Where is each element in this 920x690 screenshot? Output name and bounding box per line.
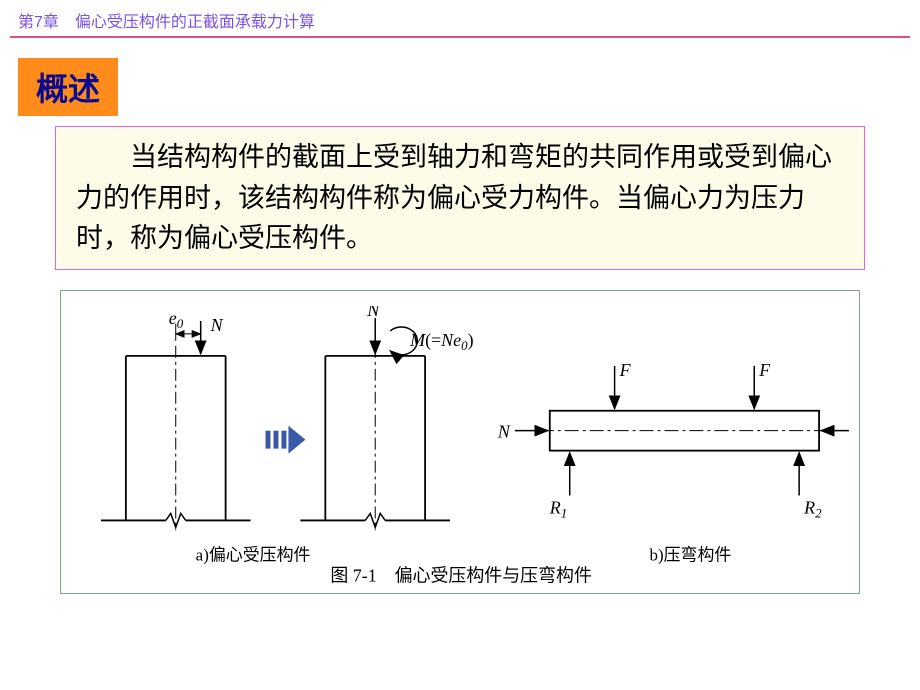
figure-diagram: N e0 N	[60, 290, 860, 594]
label-F2: F	[758, 359, 771, 379]
label-M: M(=Ne0)	[409, 329, 473, 352]
sub-caption-a: a)偏心受压构件	[196, 545, 311, 564]
label-e0: e0	[169, 307, 184, 330]
label-N-beam-l: N	[497, 421, 511, 441]
label-R1: R1	[549, 497, 567, 520]
figure-svg: N e0 N	[71, 306, 849, 585]
diagram-right-beam: F F N N R1 R2	[497, 359, 849, 520]
label-F1: F	[619, 359, 632, 379]
section-title: 概述	[18, 58, 118, 116]
label-R2: R2	[803, 497, 822, 520]
content-paragraph: 当结构构件的截面上受到轴力和弯矩的共同作用或受到偏心力的作用时，该结构构件称为偏…	[55, 126, 865, 270]
equivalence-arrow	[266, 425, 306, 453]
label-N-mid: N	[366, 306, 380, 320]
diagram-left-column: N e0	[101, 307, 251, 529]
label-N-left: N	[210, 314, 224, 334]
diagram-middle-column: N M(=Ne0)	[300, 306, 473, 530]
chapter-label: 第7章 偏心受压构件的正截面承载力计算	[18, 14, 315, 31]
sub-caption-b: b)压弯构件	[650, 545, 732, 564]
figure-caption: 图 7-1 偏心受压构件与压弯构件	[330, 565, 592, 585]
header-divider	[10, 36, 910, 38]
chapter-header: 第7章 偏心受压构件的正截面承载力计算	[0, 0, 920, 36]
